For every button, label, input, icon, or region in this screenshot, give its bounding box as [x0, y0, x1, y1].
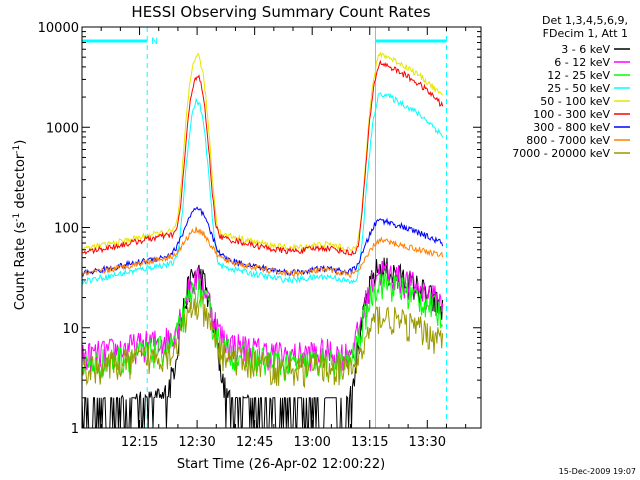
x-tick-label-5: 13:15	[351, 435, 388, 450]
series-line-5	[81, 51, 443, 253]
y-label-sup-2: -1	[12, 145, 22, 154]
footer-date: 15-Dec-2009 19:07	[559, 467, 636, 476]
legend-label-4: 25 - 50 keV	[547, 82, 610, 95]
y-tick-label-2: 10	[62, 322, 79, 337]
y-tick-label-1: 1	[71, 422, 79, 437]
chart-title: HESSI Observing Summary Count Rates	[131, 3, 430, 21]
series-line-8	[81, 226, 444, 278]
series-line-4	[81, 91, 444, 286]
series-line-3	[81, 270, 444, 381]
y-label-end: )	[13, 140, 28, 145]
axes: 1 10 100 1000 10000 12:15 12:30 12:45 13:00 13:15…	[38, 21, 482, 450]
legend-label-1: 3 - 6 keV	[561, 43, 610, 56]
legend-label-2: 6 - 12 keV	[554, 56, 610, 69]
legend-label-7: 300 - 800 keV	[533, 121, 610, 134]
legend-label-9: 7000 - 20000 keV	[512, 147, 610, 160]
plot-area: N	[81, 27, 447, 429]
x-tick-label-4: 13:00	[293, 435, 330, 450]
legend: Det 1,3,4,5,6,9, FDecim 1, Att 1 3 - 6 k…	[512, 14, 630, 160]
legend-label-6: 100 - 300 keV	[533, 108, 610, 121]
y-label-mid: detector	[13, 153, 28, 213]
series-line-7	[81, 206, 444, 278]
legend-label-8: 800 - 7000 keV	[526, 134, 610, 147]
y-label-main: Count Rate (s	[13, 222, 28, 311]
y-tick-label-5: 10000	[38, 21, 79, 36]
annotation-n: N	[151, 37, 158, 47]
series-line-9	[81, 295, 444, 389]
y-label-sup-1: -1	[12, 213, 22, 222]
series-line-6	[81, 59, 444, 256]
legend-header-2: FDecim 1, Att 1	[543, 27, 628, 40]
legend-label-3: 12 - 25 keV	[547, 69, 610, 82]
x-tick-label-3: 12:45	[236, 435, 273, 450]
legend-header-1: Det 1,3,4,5,6,9,	[542, 14, 628, 27]
x-axis-label: Start Time (26-Apr-02 12:00:22)	[177, 457, 385, 472]
y-tick-label-3: 100	[54, 222, 79, 237]
legend-label-5: 50 - 100 keV	[540, 95, 610, 108]
y-tick-label-4: 1000	[46, 121, 79, 136]
x-tick-label-2: 12:30	[178, 435, 215, 450]
x-tick-label-6: 13:30	[409, 435, 446, 450]
y-axis-label: Count Rate (s-1 detector-1)	[12, 140, 28, 311]
x-tick-label-1: 12:15	[121, 435, 158, 450]
